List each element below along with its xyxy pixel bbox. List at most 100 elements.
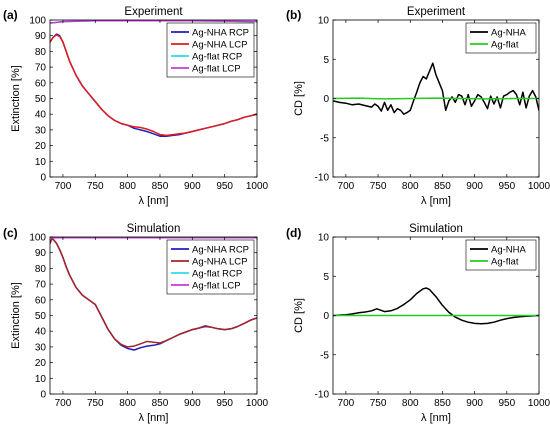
series-group	[50, 20, 257, 137]
legend-label: Ag-flat RCP	[192, 51, 242, 62]
y-tick-label: -5	[320, 350, 329, 361]
y-tick-label: 60	[35, 295, 47, 306]
x-tick-label: 750	[87, 398, 104, 409]
series-line-ag-nha-lcp	[50, 34, 257, 137]
legend-label: Ag-NHA LCP	[192, 39, 247, 50]
y-axis-title: Extinction [%]	[10, 282, 22, 349]
panel-title: Experiment	[407, 6, 466, 18]
y-tick-label: 0	[40, 390, 46, 401]
y-tick-label: -10	[315, 390, 330, 401]
y-tick-label: 10	[318, 233, 330, 244]
x-axis-title: λ [nm]	[421, 412, 451, 424]
chart-panel-2: (b) Experiment 700 750 800 850 900 950 1000 -10 -5…	[286, 6, 550, 207]
series-group	[50, 237, 257, 351]
series-line-ag-flat-lcp	[50, 20, 257, 24]
y-tick-label: 50	[35, 94, 47, 105]
y-tick-label: 20	[35, 141, 47, 152]
y-axis-title: CD [%]	[293, 81, 305, 116]
y-tick-label: 0	[323, 311, 329, 322]
legend-label: Ag-flat RCP	[192, 268, 242, 279]
x-tick-label: 800	[402, 398, 419, 409]
y-tick-label: 80	[35, 264, 47, 275]
x-tick-label: 1000	[528, 181, 550, 192]
y-tick-label: -5	[320, 133, 329, 144]
legend-label: Ag-NHA RCP	[192, 27, 249, 38]
legend-box	[465, 239, 537, 271]
y-tick-label: 90	[35, 248, 47, 259]
chart-panel-3: (c) Simulation 700 750 800 850 900 950 1000 0 10 20…	[3, 223, 269, 424]
panel-title: Experiment	[124, 6, 183, 18]
y-tick-label: 50	[35, 311, 47, 322]
legend-label: Ag-flat LCP	[192, 280, 241, 291]
x-tick-label: 900	[466, 398, 483, 409]
y-tick-label: 5	[323, 55, 329, 66]
panel-title: Simulation	[127, 223, 181, 235]
y-axis-title: Extinction [%]	[10, 65, 22, 132]
x-tick-label: 1000	[246, 398, 269, 409]
x-tick-label: 950	[216, 398, 233, 409]
y-tick-label: 30	[35, 342, 47, 353]
legend-box	[465, 22, 537, 54]
x-tick-label: 950	[216, 181, 233, 192]
chart-panel-4: (d) Simulation 700 750 800 850 900 950 1000 -10 -5…	[286, 223, 550, 424]
series-line-ag-nha	[333, 287, 539, 325]
x-tick-label: 700	[55, 181, 72, 192]
x-tick-label: 750	[370, 181, 387, 192]
y-tick-label: 30	[35, 125, 47, 136]
y-tick-label: 80	[35, 47, 47, 58]
x-tick-label: 900	[184, 181, 201, 192]
x-tick-label: 850	[152, 398, 169, 409]
legend-label: Ag-NHA	[491, 27, 527, 38]
x-tick-label: 900	[466, 181, 483, 192]
x-axis-title: λ [nm]	[139, 412, 169, 424]
y-tick-label: 60	[35, 78, 47, 89]
x-tick-label: 750	[370, 398, 387, 409]
series-group	[333, 62, 539, 115]
panel-tag: (c)	[3, 226, 18, 240]
legend-label: Ag-NHA LCP	[192, 256, 247, 267]
x-tick-label: 800	[119, 181, 136, 192]
chart-panel-1: (a) Experiment 700 750 800 850 900 950 1000 0 10 20…	[3, 6, 269, 207]
series-line-ag-flat	[333, 97, 539, 100]
x-tick-label: 950	[498, 181, 515, 192]
y-tick-label: 0	[40, 173, 46, 184]
y-tick-label: 20	[35, 358, 47, 369]
y-tick-label: 100	[29, 233, 46, 244]
x-tick-label: 850	[434, 181, 451, 192]
y-tick-label: 70	[35, 280, 47, 291]
y-tick-label: 5	[323, 272, 329, 283]
x-tick-label: 850	[152, 181, 169, 192]
y-tick-label: 40	[35, 110, 47, 121]
y-tick-label: 70	[35, 63, 47, 74]
legend-label: Ag-flat	[491, 256, 519, 267]
x-tick-label: 700	[338, 181, 355, 192]
panel-tag: (d)	[286, 226, 301, 240]
y-tick-label: 10	[318, 16, 330, 27]
panel-title: Simulation	[409, 223, 463, 235]
x-axis-title: λ [nm]	[139, 195, 169, 207]
y-tick-label: 10	[35, 157, 47, 168]
y-tick-label: 90	[35, 31, 47, 42]
x-tick-label: 850	[434, 398, 451, 409]
x-axis-title: λ [nm]	[421, 195, 451, 207]
x-tick-label: 1000	[528, 398, 550, 409]
legend-label: Ag-NHA RCP	[192, 244, 249, 255]
y-tick-label: -10	[315, 173, 330, 184]
y-axis-title: CD [%]	[293, 298, 305, 333]
x-tick-label: 800	[402, 181, 419, 192]
panel-tag: (b)	[286, 8, 301, 22]
x-tick-label: 700	[338, 398, 355, 409]
x-tick-label: 750	[87, 181, 104, 192]
y-tick-label: 10	[35, 374, 47, 385]
y-tick-label: 0	[323, 94, 329, 105]
y-tick-label: 100	[29, 16, 46, 27]
y-tick-label: 40	[35, 327, 47, 338]
series-line-ag-nha	[333, 62, 539, 115]
series-group	[333, 287, 539, 325]
x-tick-label: 700	[55, 398, 72, 409]
